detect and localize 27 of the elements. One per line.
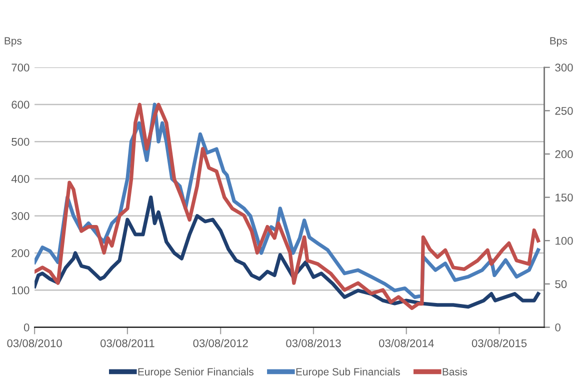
- y2-axis-title: Bps: [550, 37, 567, 47]
- x-tick-label: 03/08/2014: [379, 339, 434, 348]
- y2-tick-label: 100: [556, 236, 573, 245]
- x-tick-label: 03/08/2015: [472, 339, 527, 348]
- y2-tick-label: 300: [555, 64, 573, 72]
- y-tick-label: 200: [12, 249, 30, 258]
- x-tick-label: 03/08/2012: [193, 339, 248, 348]
- y2-tick-label: 0: [555, 324, 560, 332]
- y-tick-label: 700: [12, 64, 30, 72]
- x-tick-label: 03/08/2011: [100, 339, 154, 348]
- y-axis-title: Bps: [4, 37, 22, 47]
- line-series: [34, 196, 540, 309]
- y-tick-label: 600: [12, 100, 30, 109]
- y-tick-label: 400: [11, 175, 30, 183]
- y-tick-label: 100: [12, 286, 30, 294]
- y2-tick-label: 50: [555, 280, 567, 288]
- y2-tick-label: 250: [555, 106, 573, 115]
- x-tick-label: 03/08/2010: [7, 339, 62, 348]
- y2-tick-label: 150: [556, 194, 573, 202]
- legend-label: Europe Sub Financials: [296, 368, 400, 378]
- legend-label: Europe Senior Financials: [138, 368, 254, 378]
- legend-label: Basis: [442, 368, 468, 376]
- x-tick-label: 03/08/2013: [286, 339, 341, 348]
- y-tick-label: 500: [12, 138, 30, 146]
- y-tick-label: 0: [24, 324, 30, 332]
- y2-tick-label: 200: [555, 150, 573, 158]
- y-tick-label: 300: [12, 212, 30, 220]
